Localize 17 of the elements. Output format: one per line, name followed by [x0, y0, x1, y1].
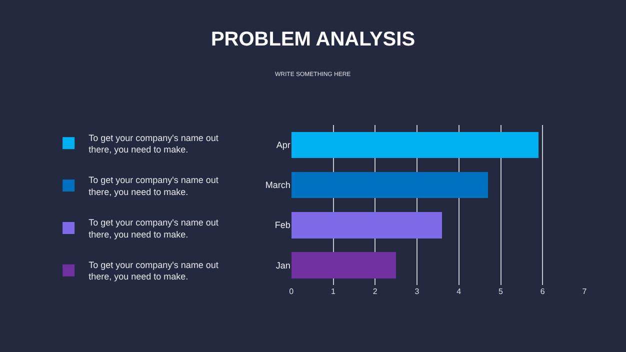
- x-tick-label: 0: [289, 287, 294, 296]
- legend-label: To get your company's name out there, you need to make.: [88, 260, 219, 282]
- x-tick-label: 1: [331, 287, 336, 296]
- x-tick-label: 7: [582, 287, 588, 296]
- legend-label: To get your company's name out there, you need to make.: [88, 132, 219, 155]
- y-tick-label: Feb: [274, 220, 290, 230]
- y-tick-label: March: [265, 180, 290, 190]
- legend-label: To get your company's name out there, you need to make.: [88, 175, 219, 197]
- x-tick-label: 6: [540, 287, 546, 296]
- legend-label: To get your company's name out there, you need to make.: [88, 218, 219, 240]
- x-tick-label: 2: [372, 287, 378, 296]
- x-tick-label: 4: [456, 287, 462, 296]
- y-tick-label: Apr: [276, 140, 290, 150]
- y-tick-label: Jan: [276, 260, 290, 270]
- x-tick-label: 3: [414, 287, 420, 296]
- chart-title: PROBLEM ANALYSIS: [210, 28, 416, 51]
- x-tick-label: 5: [498, 287, 504, 296]
